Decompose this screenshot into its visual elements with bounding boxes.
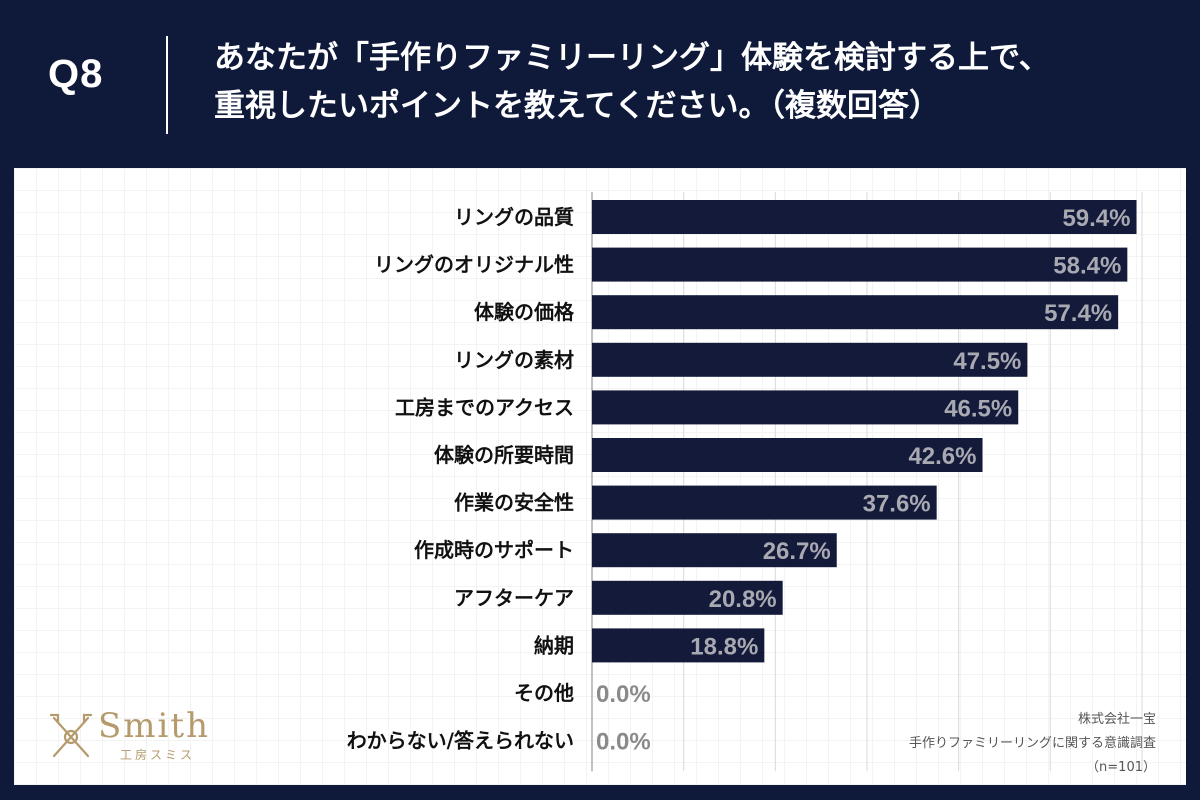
crossed-tools-icon <box>49 713 93 758</box>
value-label: 57.4% <box>1044 300 1112 327</box>
value-label: 42.6% <box>908 443 976 470</box>
bar <box>592 438 983 472</box>
category-label: わからない/答えられない <box>347 729 574 753</box>
value-label: 0.0% <box>596 681 651 708</box>
source-sample: （n=101） <box>1086 760 1156 775</box>
bar <box>592 247 1128 282</box>
bar <box>592 342 1028 377</box>
value-label: 59.4% <box>1062 205 1130 232</box>
category-label: 体験の価格 <box>474 300 575 324</box>
bar <box>592 485 937 520</box>
category-label: 作業の安全性 <box>454 491 574 515</box>
category-label: リングの品質 <box>454 205 574 229</box>
category-label: 工房までのアクセス <box>395 395 574 419</box>
chart-panel: リングの品質 59.4% リングのオリジナル性 58.4% 体験の価格 57.4% リングの… <box>14 168 1186 785</box>
source-note: 株式会社一宝 手作りファミリーリングに関する意識調査 （n=101） <box>736 708 1156 780</box>
bar <box>592 533 837 568</box>
value-label: 0.0% <box>596 729 651 756</box>
category-label: 作成時のサポート <box>414 538 574 562</box>
bar <box>592 628 765 663</box>
value-label: 37.6% <box>863 491 931 518</box>
value-label: 47.5% <box>953 348 1021 375</box>
value-label: 58.4% <box>1053 253 1121 280</box>
source-survey: 手作りファミリーリングに関する意識調査 <box>908 736 1156 751</box>
category-label: その他 <box>514 681 574 705</box>
bar <box>592 295 1119 330</box>
value-label: 18.8% <box>690 633 758 660</box>
value-label: 46.5% <box>944 395 1012 422</box>
category-label: リングの素材 <box>454 348 574 372</box>
header-banner: Q8 あなたが「手作りファミリーリング」体験を検討する上で、 重視したいポイント… <box>0 0 1200 168</box>
bar-chart: リングの品質 59.4% リングのオリジナル性 58.4% 体験の価格 57.4% リングの… <box>347 192 1143 772</box>
category-label: アフターケア <box>454 586 574 610</box>
question-line-1: あなたが「手作りファミリーリング」体験を検討する上で、 <box>214 40 1050 76</box>
question-line-2: 重視したいポイントを教えてください。（複数回答） <box>214 88 941 124</box>
category-label: リングのオリジナル性 <box>374 253 574 277</box>
bar <box>592 580 783 615</box>
value-label: 20.8% <box>709 586 777 613</box>
logo-subtitle: 工房スミス <box>120 748 196 762</box>
question-text: あなたが「手作りファミリーリング」体験を検討する上で、 重視したいポイントを教え… <box>214 34 1174 130</box>
header-divider <box>166 36 168 134</box>
bar <box>592 200 1137 234</box>
source-company: 株式会社一宝 <box>1077 712 1156 727</box>
question-number: Q8 <box>48 52 104 96</box>
bar <box>592 390 1019 425</box>
category-label: 体験の所要時間 <box>434 443 574 467</box>
brand-logo: Smith 工房スミス <box>48 706 238 766</box>
logo-name: Smith <box>98 706 210 746</box>
category-label: 納期 <box>534 633 574 657</box>
value-label: 26.7% <box>763 538 831 565</box>
